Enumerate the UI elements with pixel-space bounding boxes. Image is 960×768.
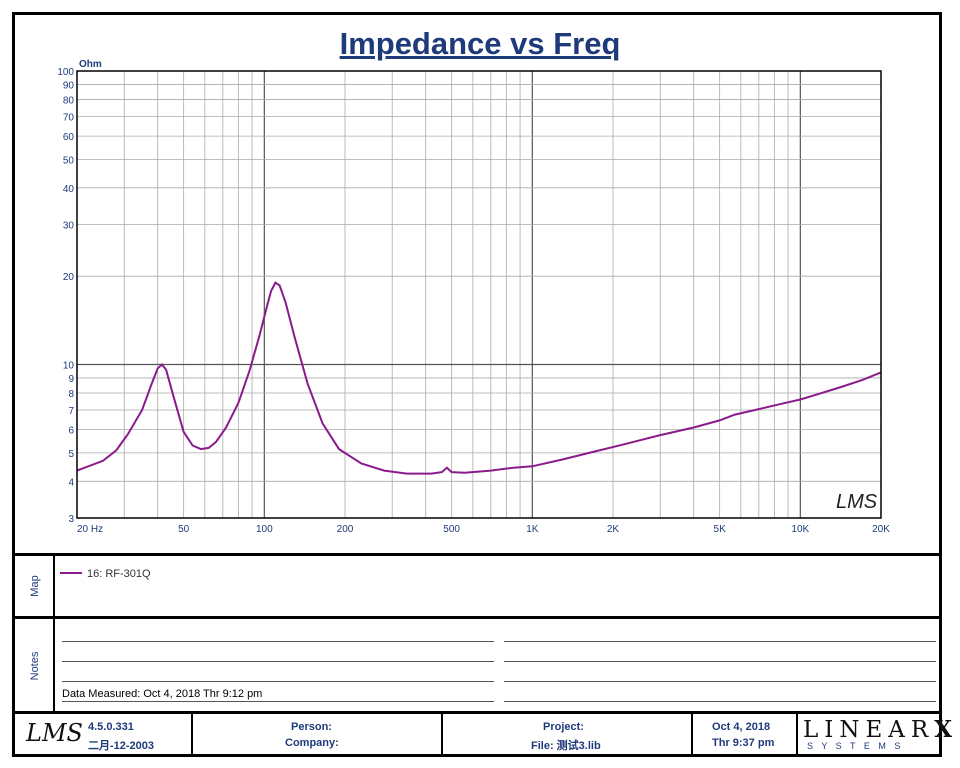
note-line (62, 661, 494, 662)
linearx-brand: LINEAR (803, 717, 935, 743)
chart-grid (76, 70, 882, 519)
series-line-rf-301q (76, 281, 882, 475)
y-tick-label: 4 (68, 477, 74, 488)
x-tick-label: 20 Hz (77, 524, 103, 535)
y-tick-label: 60 (63, 132, 75, 143)
x-tick-label: 50 (178, 524, 190, 535)
note-line (62, 641, 494, 642)
footer-divider (796, 713, 798, 757)
y-tick-label: 6 (68, 426, 74, 437)
lms-watermark: LMS (836, 491, 878, 513)
y-axis-label: Ohm (79, 59, 102, 70)
legend-label: 16: RF-301Q (87, 568, 151, 580)
y-tick-label: 90 (63, 80, 75, 91)
notes-section-label: Notes (29, 651, 41, 681)
linearx-brand-x: X (934, 716, 959, 743)
impedance-chart: 20 Hz 50 100 200 500 1K 2K 5K 10K 20K 100 90 80 70 60 5… (57, 59, 890, 535)
linearx-subtitle: S Y S T E M S (807, 741, 904, 751)
x-tick-label: 1K (526, 524, 539, 535)
separator-map-top (14, 553, 942, 556)
footer-divider (691, 713, 693, 757)
data-measured-text: Data Measured: Oct 4, 2018 Thr 9:12 pm (62, 688, 263, 700)
note-line (62, 681, 494, 682)
legend-line (60, 572, 82, 574)
y-tick-label: 9 (68, 374, 74, 385)
side-column-divider (53, 555, 55, 712)
y-tick-label: 70 (63, 112, 75, 123)
footer-date: Oct 4, 2018 (712, 721, 771, 733)
separator-map-bottom (14, 616, 942, 619)
outer-frame (12, 12, 942, 757)
note-line (504, 681, 936, 682)
footer-divider (191, 713, 193, 757)
y-tick-label: 100 (57, 67, 74, 78)
y-tick-label: 5 (68, 449, 74, 460)
version-date: 二月-12-2003 (88, 740, 155, 752)
x-tick-label: 20K (872, 524, 890, 535)
note-line (504, 641, 936, 642)
note-line (504, 701, 936, 702)
chart-title: Impedance vs Freq (339, 26, 621, 61)
x-tick-label: 2K (607, 524, 620, 535)
footer-lms-logo: LMS (26, 719, 83, 747)
note-line (62, 701, 494, 702)
x-tick-label: 200 (337, 524, 354, 535)
x-tick-label: 100 (256, 524, 273, 535)
project-label: Project: (543, 721, 584, 733)
note-line (504, 661, 936, 662)
chart-tick-labels: 20 Hz 50 100 200 500 1K 2K 5K 10K 20K 100 90 80 70 60 5… (57, 67, 890, 535)
y-tick-label: 3 (68, 514, 74, 525)
x-tick-label: 500 (443, 524, 460, 535)
company-label: Company: (285, 737, 339, 749)
file-label: File: 测试3.lib (531, 740, 601, 752)
y-tick-label: 10 (63, 361, 75, 372)
plot-area-border (76, 70, 882, 519)
y-tick-label: 30 (63, 220, 75, 231)
y-tick-label: 80 (63, 95, 75, 106)
footer-divider (441, 713, 443, 757)
linearx-logo: LINEARX S Y S T E M S (803, 716, 952, 754)
x-tick-label: 10K (791, 524, 809, 535)
version-number: 4.5.0.331 (88, 721, 134, 733)
y-tick-label: 20 (63, 272, 75, 283)
y-tick-label: 8 (68, 389, 74, 400)
y-tick-label: 50 (63, 155, 75, 166)
y-tick-label: 7 (68, 406, 74, 417)
x-tick-label: 5K (714, 524, 727, 535)
map-section-label: Map (29, 575, 41, 597)
footer-time: Thr 9:37 pm (712, 737, 775, 749)
separator-notes-bottom (14, 711, 942, 714)
person-label: Person: (291, 721, 332, 733)
y-tick-label: 40 (63, 184, 75, 195)
